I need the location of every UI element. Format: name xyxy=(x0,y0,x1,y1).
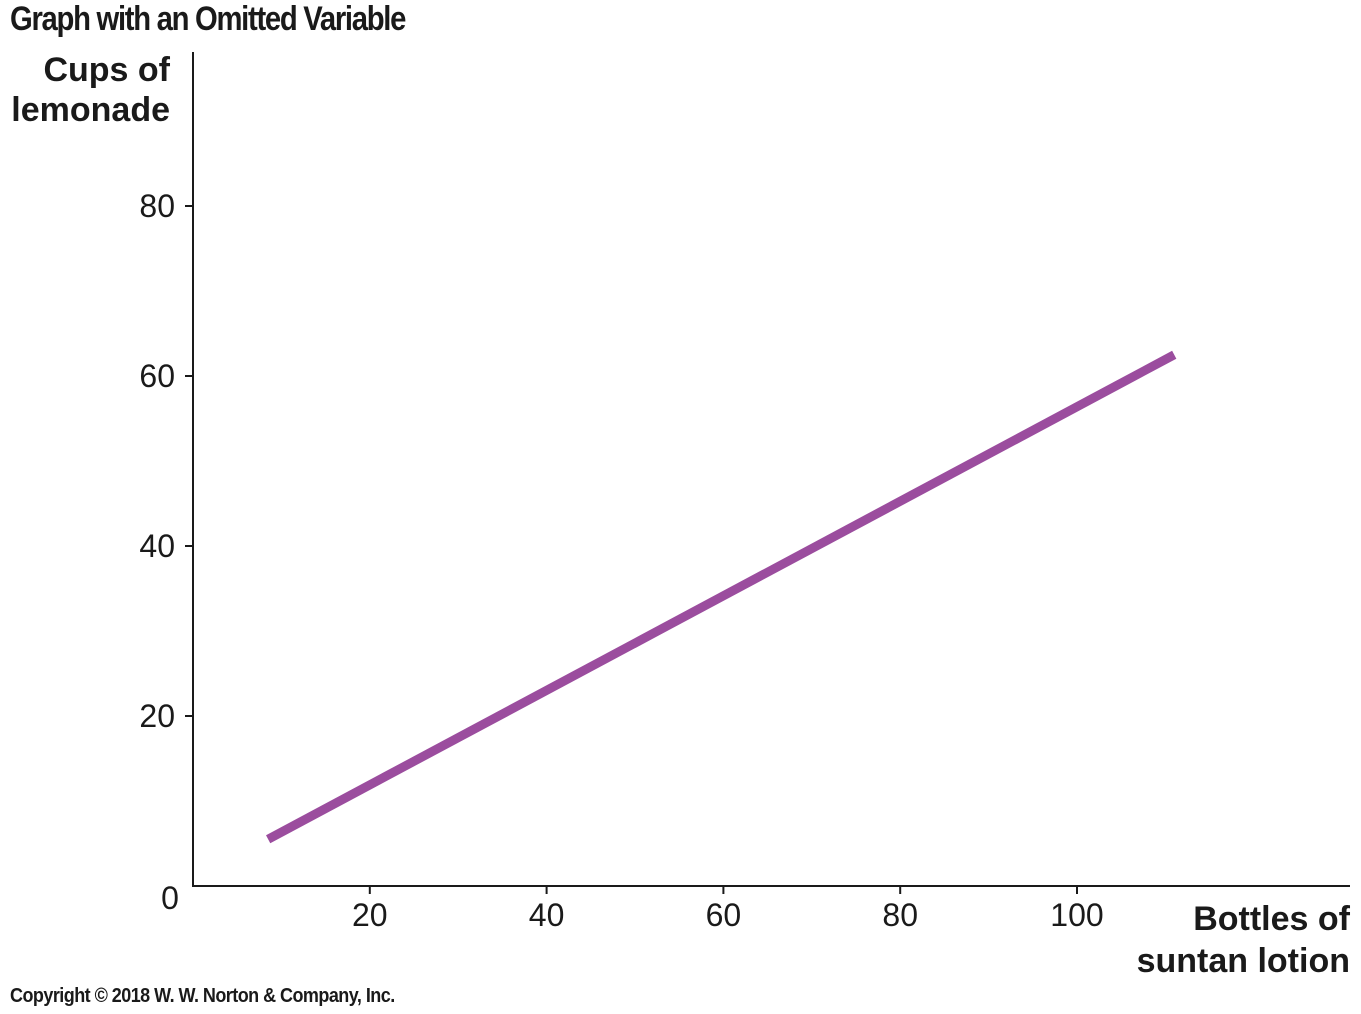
x-tick-label: 20 xyxy=(352,897,388,933)
x-tick-label: 100 xyxy=(1050,897,1103,933)
y-tick-label: 80 xyxy=(139,188,175,224)
y-tick-label: 20 xyxy=(139,698,175,734)
x-tick-label: 60 xyxy=(706,897,742,933)
x-ticks: 20 40 60 80 100 xyxy=(352,886,1104,933)
y-ticks: 20 40 60 80 xyxy=(139,188,193,734)
series-group xyxy=(266,350,1177,844)
chart-title: Graph with an Omitted Variable xyxy=(10,0,406,38)
x-tick-label: 40 xyxy=(529,897,565,933)
y-axis-label: Cups of lemonade xyxy=(11,51,170,129)
y-tick-label: 40 xyxy=(139,528,175,564)
series-line xyxy=(266,350,1177,844)
y-tick-label: 60 xyxy=(139,358,175,394)
x-axis-label: Bottles of suntan lotion xyxy=(1136,900,1350,980)
origin-label: 0 xyxy=(161,880,179,916)
copyright-notice: Copyright © 2018 W. W. Norton & Company,… xyxy=(10,985,395,1007)
x-tick-label: 80 xyxy=(882,897,918,933)
